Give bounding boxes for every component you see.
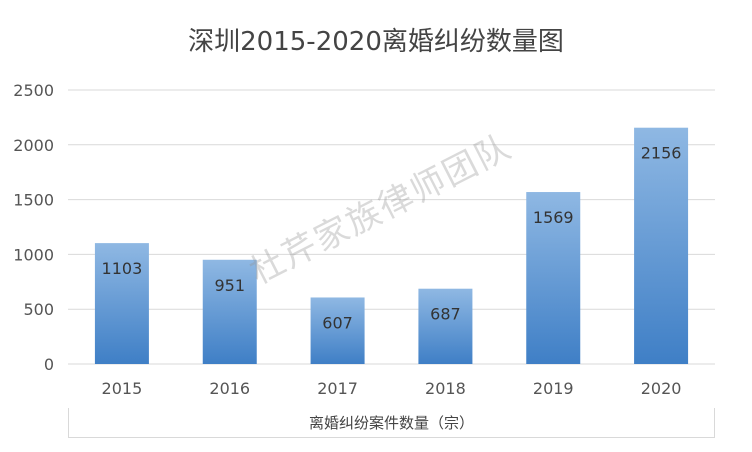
data-labels: 1103 951 607 687 1569 2156 (102, 144, 682, 333)
y-tick-label: 1000 (13, 245, 54, 264)
gridlines (68, 89, 715, 365)
y-axis-ticks: 0 500 1000 1500 2000 2500 (13, 81, 54, 374)
bar-2019 (526, 192, 581, 364)
x-axis-ticks: 2015 2016 2017 2018 2019 2020 (102, 379, 682, 398)
data-label-2019: 1569 (533, 208, 574, 227)
x-tick-label: 2019 (533, 379, 574, 398)
data-label-2017: 607 (322, 313, 353, 332)
x-tick-label: 2017 (317, 379, 358, 398)
bars (94, 127, 689, 365)
x-tick-label: 2018 (425, 379, 466, 398)
x-tick-label: 2015 (102, 379, 143, 398)
data-label-2015: 1103 (102, 259, 143, 278)
data-label-2016: 951 (214, 276, 245, 295)
bar-2015 (94, 243, 149, 364)
data-label-2018: 687 (430, 305, 461, 324)
bar-2016 (202, 259, 257, 364)
legend: 离婚纠纷案件数量（宗） (68, 408, 715, 438)
y-tick-label: 500 (23, 300, 54, 319)
legend-series-label: 离婚纠纷案件数量（宗） (308, 414, 474, 432)
y-tick-label: 2500 (13, 81, 54, 100)
y-tick-label: 0 (44, 355, 54, 374)
y-tick-label: 2000 (13, 136, 54, 155)
data-label-2020: 2156 (641, 144, 682, 163)
x-tick-label: 2020 (641, 379, 682, 398)
y-tick-label: 1500 (13, 191, 54, 210)
chart-title: 深圳2015-2020离婚纠纷数量图 (188, 27, 564, 57)
bar-2020 (634, 127, 689, 365)
bar-2017 (310, 297, 365, 364)
x-tick-label: 2016 (209, 379, 250, 398)
bar-2018 (418, 288, 473, 364)
